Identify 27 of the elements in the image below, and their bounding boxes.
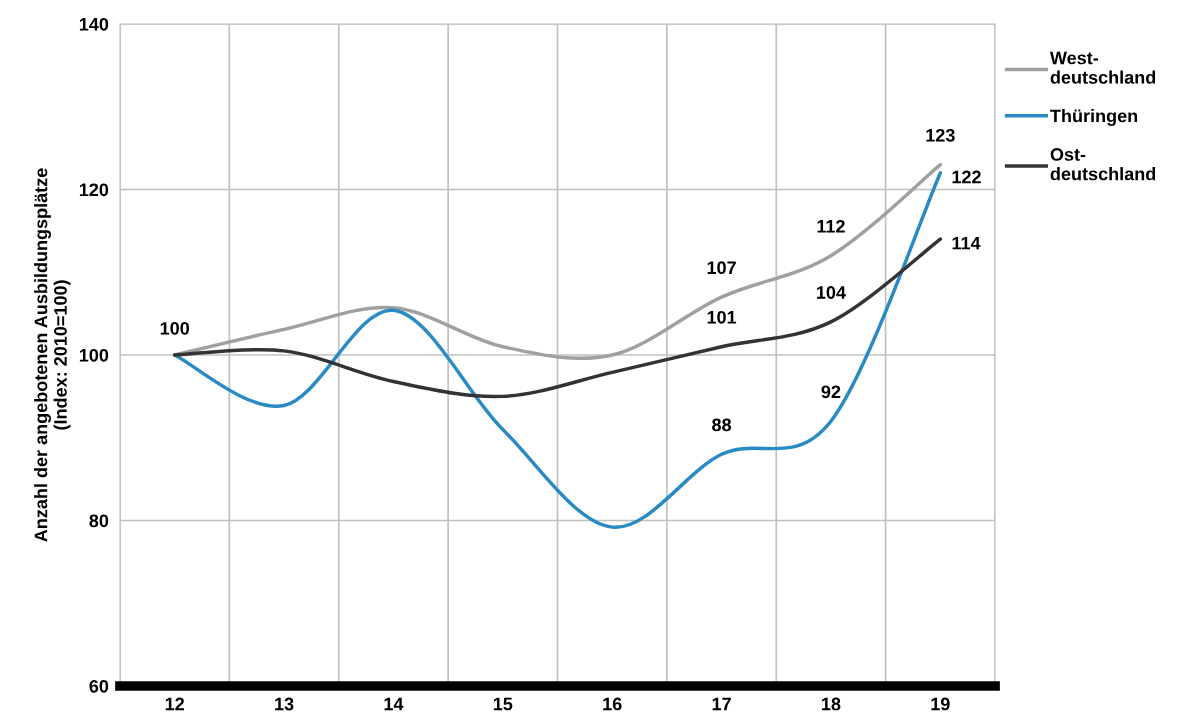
y-tick-label: 60 — [89, 679, 109, 693]
y-tick-label: 80 — [89, 514, 109, 528]
legend-label: Thüringen — [1050, 109, 1138, 126]
data-label: 104 — [817, 286, 846, 299]
y-tick-label: 120 — [79, 183, 109, 197]
y-axis-title: Anzahl der angebotenen Ausbildungsplätze (Index: 2010=100) — [34, 168, 71, 542]
data-label: 88 — [712, 418, 732, 432]
x-tick-label: 13 — [275, 697, 294, 711]
data-label: 122 — [952, 170, 981, 184]
x-tick-label: 16 — [603, 697, 622, 711]
data-label: 107 — [707, 261, 736, 275]
y-tick-label: 140 — [79, 17, 109, 31]
x-tick-label: 12 — [165, 697, 185, 711]
x-tick-label: 15 — [493, 697, 513, 711]
legend-label: West- deutschland — [1049, 51, 1156, 84]
y-tick-label: 100 — [79, 348, 109, 362]
x-tick-label: 14 — [384, 697, 404, 711]
data-label: 101 — [707, 310, 737, 324]
x-tick-label: 18 — [822, 697, 841, 711]
data-label: 100 — [160, 321, 190, 335]
data-label: 123 — [926, 128, 955, 142]
legend-label: Ost- deutschland — [1050, 148, 1156, 181]
data-label: 92 — [821, 385, 841, 399]
x-tick-label: 19 — [931, 697, 950, 711]
data-label: 112 — [817, 219, 845, 233]
data-label: 114 — [952, 236, 981, 250]
x-tick-label: 17 — [712, 697, 731, 711]
